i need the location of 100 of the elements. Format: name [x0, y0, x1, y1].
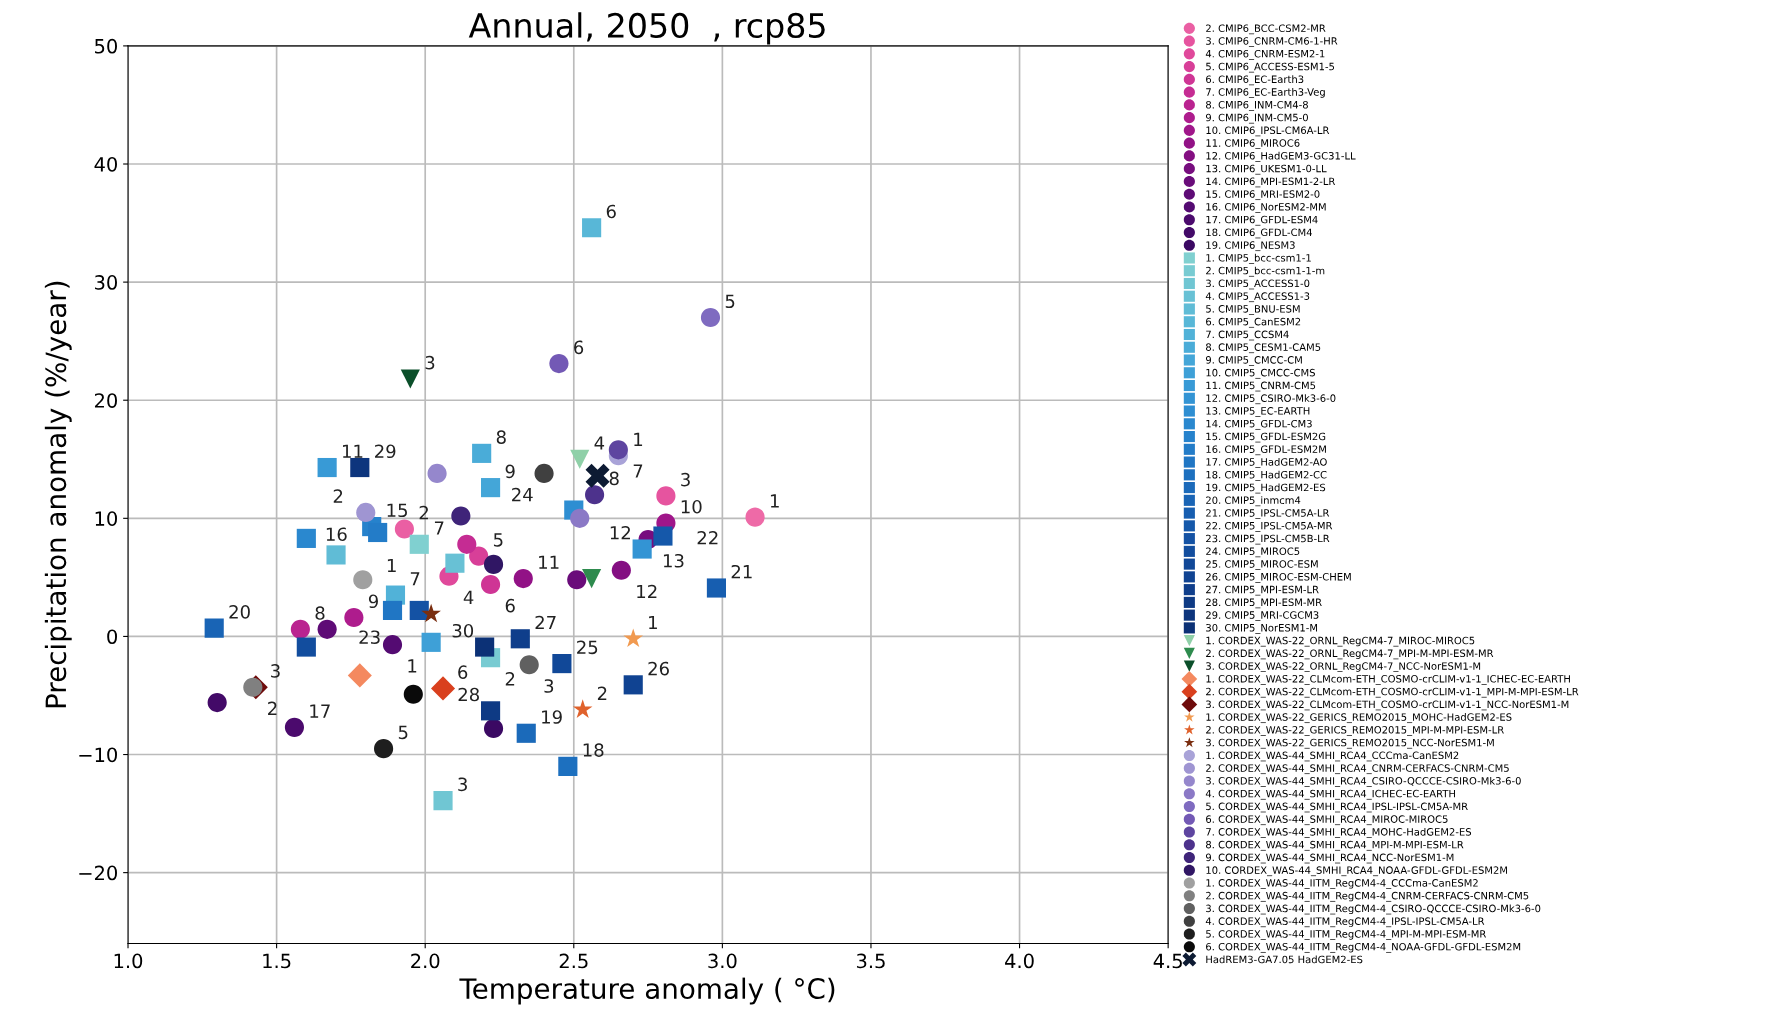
legend-label: 26. CMIP5_MIROC-ESM-CHEM [1206, 572, 1351, 583]
point [519, 655, 539, 675]
legend-label: 7. CMIP5_CCSM4 [1206, 330, 1289, 341]
x-tick-label: 1.0 [114, 953, 143, 969]
point [558, 756, 578, 776]
annotation: 1 [770, 494, 779, 508]
point [567, 570, 587, 590]
annotation: 2 [419, 505, 428, 520]
point [653, 526, 673, 546]
legend-label: 30. CMIP5_NorESM1-M [1206, 623, 1318, 634]
x-tick-label: 2.5 [559, 953, 588, 969]
point [632, 539, 652, 559]
legend-label: 3. CORDEX_WAS-44_IITM_RegCM4-4_CSIRO-QCCCE-CSIRO-Mk3-6-0 [1206, 904, 1541, 915]
annotation: 16 [326, 527, 347, 542]
annotation: 9 [368, 594, 378, 609]
legend-label: 1. CORDEX_WAS-22_CLMcom-ETH_COSMO-crCLIM-v1-1_ICHEC-EC-EARTH [1206, 675, 1570, 685]
annotation: 3 [271, 664, 280, 678]
annotation: 21 [731, 564, 752, 579]
y-tick-label: 10 [95, 511, 117, 526]
legend-label: 3. CORDEX_WAS-22_ORNL_RegCM4-7_NCC-NorESM1-M [1206, 662, 1481, 673]
annotation: 26 [648, 661, 669, 676]
legend-label: 14. CMIP6_MPI-ESM1-2-LR [1206, 177, 1336, 188]
chart-title: Annual, 2050 , rcp85 [468, 12, 825, 45]
annotation: 2 [505, 672, 515, 686]
point [481, 574, 501, 595]
point [472, 443, 492, 463]
legend-label: 4. CMIP6_CNRM-ESM2-1 [1205, 49, 1325, 60]
legend-label: 2. CMIP5_bcc-csm1-1-m [1206, 266, 1325, 277]
annotation: 6 [574, 340, 584, 355]
annotation: 7 [633, 464, 643, 478]
legend-label: 3. CMIP6_CNRM-CM6-1-HR [1206, 37, 1338, 47]
point [552, 654, 572, 674]
annotation: 8 [609, 471, 619, 486]
legend-label: HadREM3-GA7.05 HadGEM2-ES [1206, 955, 1363, 964]
point [516, 723, 536, 743]
point [427, 463, 447, 484]
legend-label: 7. CMIP6_EC-Earth3-Veg [1206, 88, 1325, 98]
point [243, 677, 263, 697]
point [353, 570, 373, 590]
legend-label: 1. CORDEX_WAS-22_GERICS_REMO2015_MOHC-HadGEM2-ES [1206, 713, 1512, 724]
legend-label: 1. CMIP5_bcc-csm1-1 [1206, 253, 1311, 264]
point [344, 607, 364, 628]
annotation: 1 [649, 615, 657, 630]
legend-label: 10. CORDEX_WAS-44_SMHI_RCA4_NOAA-GFDL-GFDL-ESM2M [1206, 866, 1507, 877]
legend-label: 2. CORDEX_WAS-22_CLMcom-ETH_COSMO-crCLIM-v1-1_MPI-M-MPI-ESM-LR [1206, 687, 1579, 698]
legend-label: 5. CMIP5_BNU-ESM [1206, 305, 1300, 315]
legend-label: 6. CORDEX_WAS-44_SMHI_RCA4_MIROC-MIROC5 [1206, 815, 1448, 826]
legend-label: 6. CMIP5_CanESM2 [1206, 317, 1301, 328]
annotation: 3 [544, 679, 554, 693]
legend-label: 22. CMIP5_IPSL-CM5A-MR [1206, 521, 1333, 532]
legend-label: 13. CMIP5_EC-EARTH [1206, 407, 1310, 417]
annotation: 1 [408, 659, 417, 673]
point [656, 486, 676, 506]
legend-label: 1. CORDEX_WAS-44_SMHI_RCA4_CCCma-CanESM2 [1206, 751, 1459, 762]
point [347, 663, 372, 688]
point [356, 502, 376, 522]
legend-label: 3. CORDEX_WAS-22_GERICS_REMO2015_NCC-NorESM1-M [1206, 738, 1494, 749]
annotation: 4 [463, 590, 474, 604]
point [421, 632, 441, 652]
annotation: 20 [229, 605, 250, 619]
legend-label: 4. CMIP5_ACCESS1-3 [1205, 292, 1310, 303]
legend-label: 1. CORDEX_WAS-44_IITM_RegCM4-4_CCCma-CanESM2 [1206, 879, 1478, 889]
legend-label: 2. CORDEX_WAS-44_IITM_RegCM4-4_CNRM-CERFACS-CNRM-CM5 [1206, 891, 1529, 902]
annotation: 18 [583, 743, 604, 757]
annotation: 1 [387, 558, 396, 573]
legend-label: 15. CMIP6_MRI-ESM2-0 [1206, 190, 1320, 201]
y-tick-label: 20 [94, 393, 117, 408]
point [745, 507, 765, 527]
legend-label: 18. CMIP6_GFDL-CM4 [1206, 228, 1312, 239]
x-tick-label: 3.5 [856, 953, 885, 969]
annotation: 2 [333, 489, 343, 503]
annotation: 17 [310, 704, 330, 718]
legend-label: 12. CMIP5_CSIRO-Mk3-6-0 [1206, 394, 1336, 405]
annotation: 2 [268, 701, 277, 715]
annotation: 10 [681, 499, 702, 514]
annotation: 1 [634, 432, 643, 446]
annotation: 4 [594, 436, 605, 450]
x-tick-label: 1.5 [263, 953, 291, 969]
annotation: 22 [697, 530, 718, 545]
legend-label: 19. CMIP5_HadGEM2-ES [1206, 483, 1326, 494]
annotation: 7 [434, 521, 444, 535]
point [204, 618, 224, 638]
legend-label: 10. CMIP6_IPSL-CM6A-LR [1206, 126, 1330, 137]
legend-label: 5. CORDEX_WAS-44_IITM_RegCM4-4_MPI-M-MPI-ESM-MR [1206, 930, 1487, 940]
legend-label: 4. CORDEX_WAS-44_SMHI_RCA4_ICHEC-EC-EARTH [1205, 789, 1455, 800]
point [608, 440, 628, 460]
legend-label: 17. CMIP6_GFDL-ESM4 [1206, 215, 1318, 226]
point [394, 519, 414, 539]
y-tick-label: 30 [95, 275, 117, 290]
legend-label: 29. CMIP5_MRI-CGCM3 [1206, 611, 1319, 621]
point [409, 534, 429, 554]
annotation: 25 [577, 640, 598, 655]
annotation: 6 [606, 204, 616, 219]
point [409, 600, 429, 621]
annotation: 12 [610, 525, 630, 540]
point [296, 528, 316, 548]
point [706, 578, 726, 598]
annotation: 5 [398, 725, 408, 740]
legend-label: 13. CMIP6_UKESM1-0-LL [1206, 164, 1327, 175]
annotation: 15 [387, 503, 407, 518]
